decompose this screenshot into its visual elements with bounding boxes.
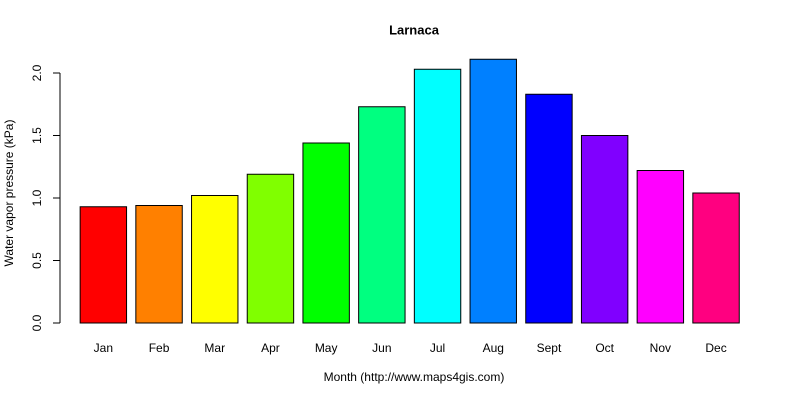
x-axis-label: Month (http://www.maps4gis.com) xyxy=(324,370,505,384)
x-tick-label: Jul xyxy=(430,341,445,355)
bar xyxy=(246,173,295,324)
x-tick-label: Sept xyxy=(537,341,562,355)
y-tick-label: 1.0 xyxy=(30,189,44,206)
x-tick-label: Jan xyxy=(94,341,113,355)
bar xyxy=(191,195,239,324)
x-tick-label: Aug xyxy=(483,341,504,355)
y-axis-label: Water vapor pressure (kPa) xyxy=(2,120,16,267)
y-tick-label: 1.5 xyxy=(30,127,44,144)
bar xyxy=(525,93,573,324)
y-tick-label: 0.0 xyxy=(30,314,44,331)
bar xyxy=(469,58,517,324)
bar xyxy=(135,205,183,324)
x-tick-label: May xyxy=(315,341,338,355)
chart-title: Larnaca xyxy=(389,22,440,37)
x-tick-label: Apr xyxy=(261,341,280,355)
y-tick-label: 0.5 xyxy=(30,252,44,269)
bar xyxy=(302,142,350,324)
x-tick-label: Jun xyxy=(372,341,391,355)
x-tick-label: Oct xyxy=(595,341,614,355)
bar xyxy=(358,106,406,324)
y-tick-label: 2.0 xyxy=(30,64,44,81)
bar xyxy=(692,192,740,324)
bar xyxy=(79,206,128,324)
x-tick-label: Dec xyxy=(705,341,726,355)
bar xyxy=(636,170,685,324)
bar xyxy=(580,135,629,324)
x-tick-label: Feb xyxy=(149,341,170,355)
x-tick-label: Nov xyxy=(650,341,671,355)
x-tick-label: Mar xyxy=(204,341,225,355)
bar xyxy=(413,68,462,324)
